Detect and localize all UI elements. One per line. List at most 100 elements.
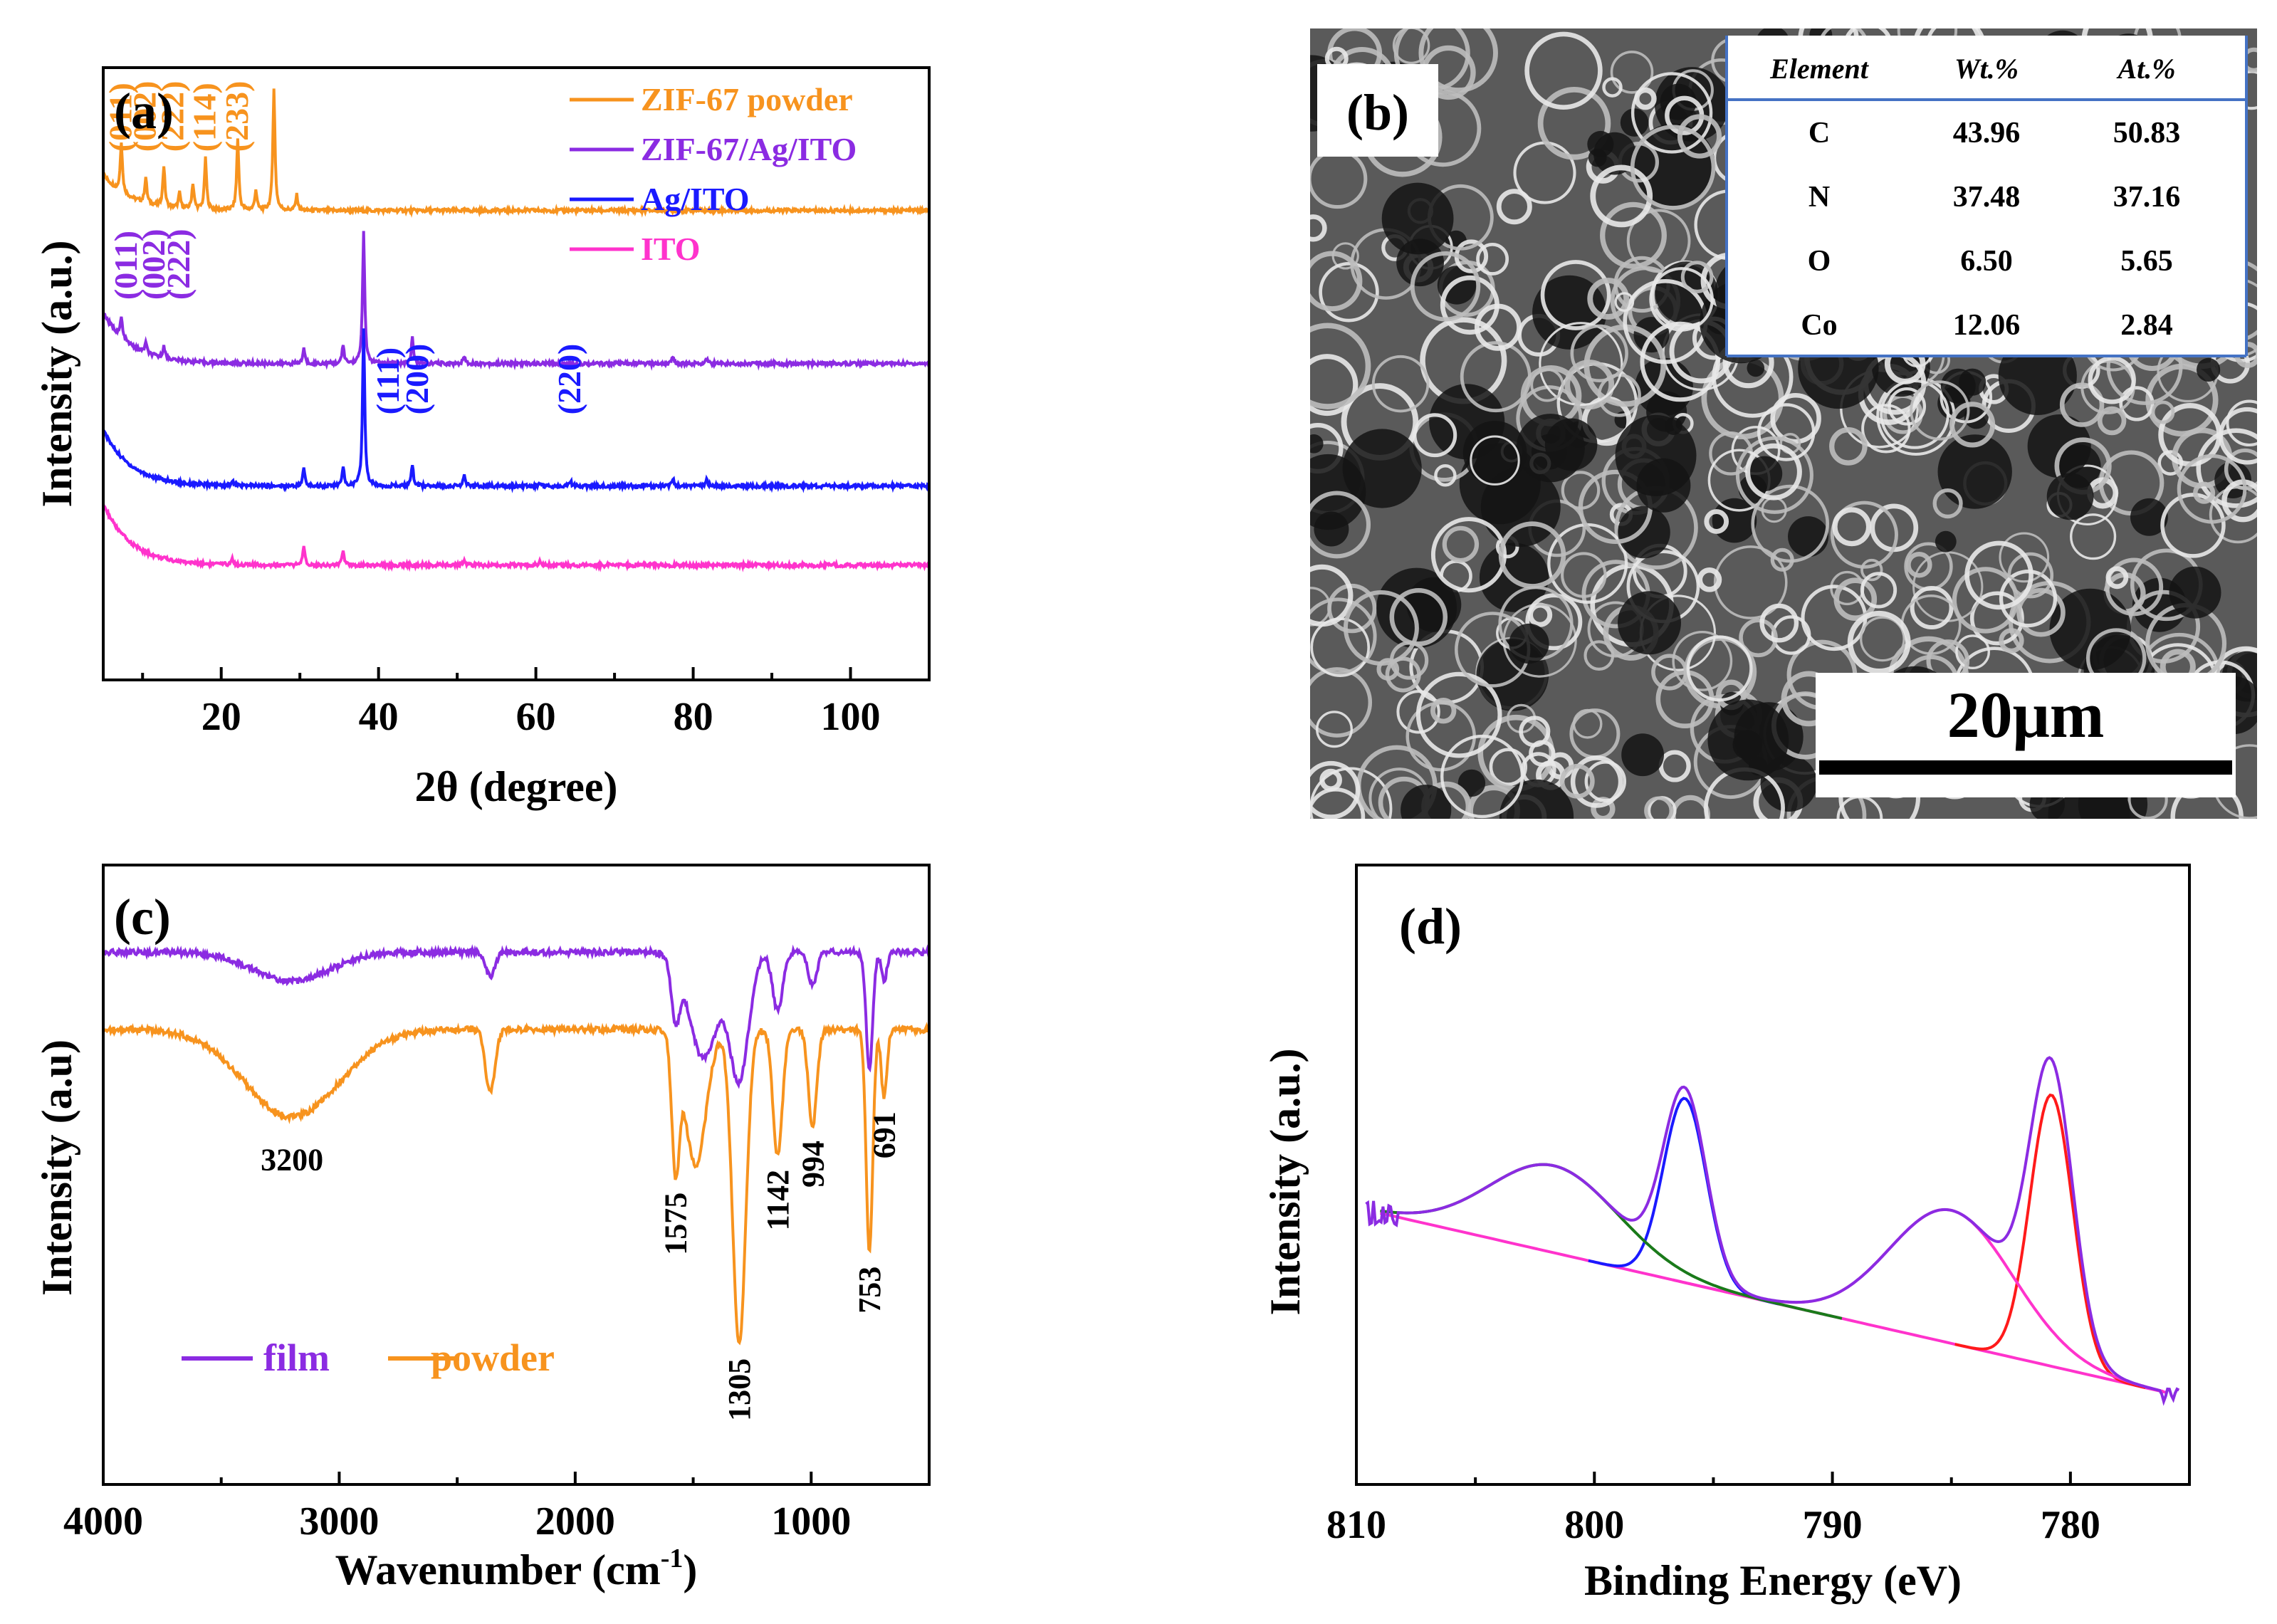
- xrd-series-ag-ito: [103, 328, 929, 493]
- sem-texture-grain: [1584, 760, 1627, 802]
- ftir-peak-label: 1575: [659, 1193, 693, 1255]
- sem-texture-grain: [2160, 493, 2226, 558]
- sem-texture-grain: [1310, 587, 1331, 627]
- sem-texture-grain: [1634, 87, 1657, 110]
- sem-texture-grain: [1540, 260, 1611, 330]
- eds-table-cell: O: [1808, 245, 1831, 278]
- sem-texture-grain: [2218, 407, 2257, 465]
- sem-texture-grain: [1413, 413, 1457, 458]
- eds-table-cell: 50.83: [2113, 117, 2181, 150]
- ftir-x-tick-label: 2000: [535, 1499, 615, 1544]
- xps-x-axis-title: Binding Energy (eV): [1584, 1557, 1962, 1604]
- sem-texture-grain: [1462, 421, 1527, 485]
- sem-texture-grain: [1561, 552, 1607, 598]
- sem-texture-grain: [1759, 603, 1799, 643]
- sem-texture-grain: [1906, 551, 1932, 578]
- sem-texture-grain: [1509, 623, 1549, 664]
- ftir-peak-label: 753: [852, 1267, 887, 1314]
- xrd-peak-label: (002): [135, 229, 172, 300]
- sem-texture-grain: [1658, 750, 1691, 782]
- xrd-plot-frame: [102, 66, 931, 681]
- eds-table-cell: Co: [1801, 309, 1837, 342]
- ftir-x-tick-label: 4000: [63, 1499, 143, 1544]
- sem-texture-grain: [1537, 87, 1611, 160]
- xrd-x-tick-label: 40: [359, 695, 399, 739]
- sem-texture-grain: [2088, 356, 2136, 404]
- sem-texture-grain: [2193, 481, 2216, 504]
- sem-texture-grain: [2151, 400, 2175, 424]
- xrd-legend-label: Ag/ITO: [641, 181, 750, 217]
- eds-table-cell: 2.84: [2120, 309, 2173, 342]
- xrd-x-tick-label: 20: [201, 695, 241, 739]
- ftir-peak-label: 994: [795, 1141, 830, 1188]
- sem-texture-grain: [2197, 357, 2221, 382]
- sem-texture-grain: [1539, 322, 1623, 407]
- sem-texture-grain: [1561, 471, 1601, 510]
- sem-texture-grain: [1860, 572, 1898, 609]
- sem-texture-grain: [1610, 51, 1654, 94]
- sem-texture-grain: [1470, 435, 1520, 486]
- sem-texture-grain: [1640, 321, 1720, 402]
- sem-texture-grain: [1713, 545, 1788, 619]
- sem-texture-grain: [1615, 414, 1697, 496]
- sem-texture-grain: [1600, 201, 1667, 269]
- sem-texture-grain: [1630, 125, 1716, 210]
- ftir-legend-label: film: [263, 1336, 330, 1379]
- eds-header-element: Element: [1769, 53, 1870, 85]
- sem-texture-grain: [1747, 359, 1765, 377]
- sem-texture-grain: [1392, 28, 1430, 65]
- ftir-peak-label: 691: [867, 1111, 902, 1158]
- xrd-peak-label: (111): [370, 347, 406, 415]
- sem-texture-grain: [1587, 278, 1630, 320]
- sem-texture-grain: [1498, 521, 1566, 589]
- sem-texture-grain: [1476, 242, 1509, 276]
- sem-texture-grain: [1751, 484, 1829, 563]
- xrd-peak-label: (011): [102, 83, 138, 152]
- sem-texture-grain: [1315, 711, 1353, 748]
- sem-texture-grain: [1440, 734, 1524, 819]
- xrd-y-axis-title: Intensity (a.u.): [33, 240, 80, 507]
- sem-texture-grain: [1614, 292, 1635, 312]
- xps-envelope: [1365, 1056, 2180, 1406]
- sem-texture-grain: [1651, 654, 1688, 691]
- sem-texture-grain: [1861, 404, 1911, 454]
- sem-texture-grain: [1310, 354, 1359, 417]
- sem-texture-grain: [1969, 591, 2024, 646]
- panel-label-c: (c): [114, 889, 171, 945]
- sem-texture-grain: [2046, 473, 2094, 520]
- xrd-x-axis-title: 2θ (degree): [414, 763, 617, 810]
- xps-plot-frame: [1355, 864, 2191, 1486]
- sem-texture-grain: [2097, 406, 2127, 436]
- xrd-x-tick-label: 100: [821, 695, 881, 739]
- ftir-x-tick-label: 1000: [771, 1499, 851, 1544]
- sem-texture-grain: [2169, 566, 2221, 619]
- ftir-series-powder: [103, 1022, 929, 1346]
- ftir-x-axis-title-main: Wavenumber (cm: [335, 1546, 661, 1593]
- sem-texture-grain: [1964, 540, 2033, 610]
- sem-texture-grain: [1686, 635, 1753, 702]
- sem-texture-grain: [2016, 587, 2066, 637]
- xrd-x-tick-label: 60: [516, 695, 556, 739]
- ftir-series-film: [103, 944, 929, 1089]
- sem-texture-grain: [1999, 628, 2024, 654]
- sem-texture-grain: [1415, 671, 1502, 758]
- sem-texture-grain: [1830, 501, 1898, 569]
- sem-texture-grain: [2059, 382, 2105, 427]
- ftir-x-axis-title-sup: -1: [661, 1544, 684, 1573]
- sem-texture-grain: [1937, 434, 2012, 509]
- sem-texture-grain: [1489, 748, 1528, 786]
- sem-texture-grain: [1570, 755, 1623, 808]
- sem-texture-grain: [1888, 387, 1927, 426]
- xps-component-1: [1673, 1208, 2164, 1393]
- sem-image-panel: (b) Element Wt.% At.% C 43.96 50.83 N 37.48 3…: [1310, 28, 2257, 819]
- sem-texture-grain: [1401, 785, 1452, 819]
- sem-texture-grain: [1626, 209, 1691, 273]
- xps-component-0: [1954, 1093, 2146, 1390]
- eds-table-cell: N: [1808, 181, 1830, 214]
- scale-bar: [1819, 760, 2232, 775]
- sem-texture-grain: [1680, 261, 1714, 293]
- sem-texture-grain: [1381, 182, 1454, 255]
- sem-texture-grain: [1704, 509, 1729, 534]
